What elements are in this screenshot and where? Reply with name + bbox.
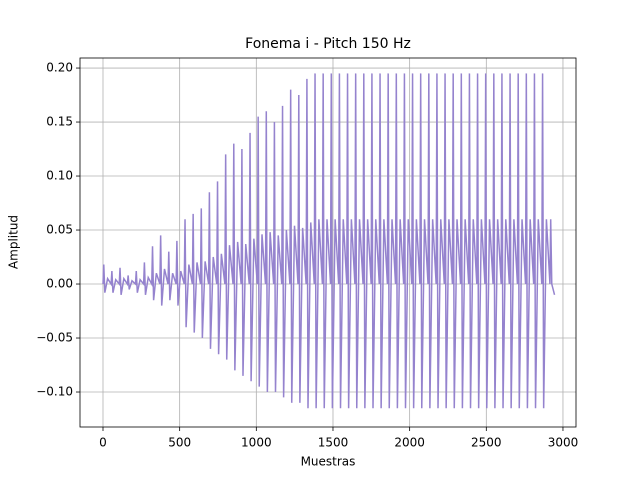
x-tick-label: 2000 (394, 436, 425, 450)
x-tick-label: 1000 (241, 436, 272, 450)
chart-title: Fonema i - Pitch 150 Hz (245, 36, 411, 52)
x-axis-label: Muestras (301, 455, 356, 469)
y-tick-label: −0.05 (36, 331, 73, 345)
y-tick-label: 0.10 (46, 169, 73, 183)
y-axis-label: Amplitud (7, 215, 21, 269)
x-tick-label: 1500 (318, 436, 349, 450)
x-tick-label: 2500 (471, 436, 502, 450)
y-tick-label: 0.00 (46, 277, 73, 291)
plot-frame (79, 57, 577, 428)
y-tick-label: 0.20 (46, 61, 73, 75)
x-tick-label: 500 (168, 436, 191, 450)
data-line (102, 73, 556, 409)
y-tick-label: 0.15 (46, 115, 73, 129)
y-tick-label: −0.10 (36, 385, 73, 399)
y-tick-label: 0.05 (46, 223, 73, 237)
x-tick-label: 3000 (548, 436, 579, 450)
x-tick-label: 0 (99, 436, 107, 450)
